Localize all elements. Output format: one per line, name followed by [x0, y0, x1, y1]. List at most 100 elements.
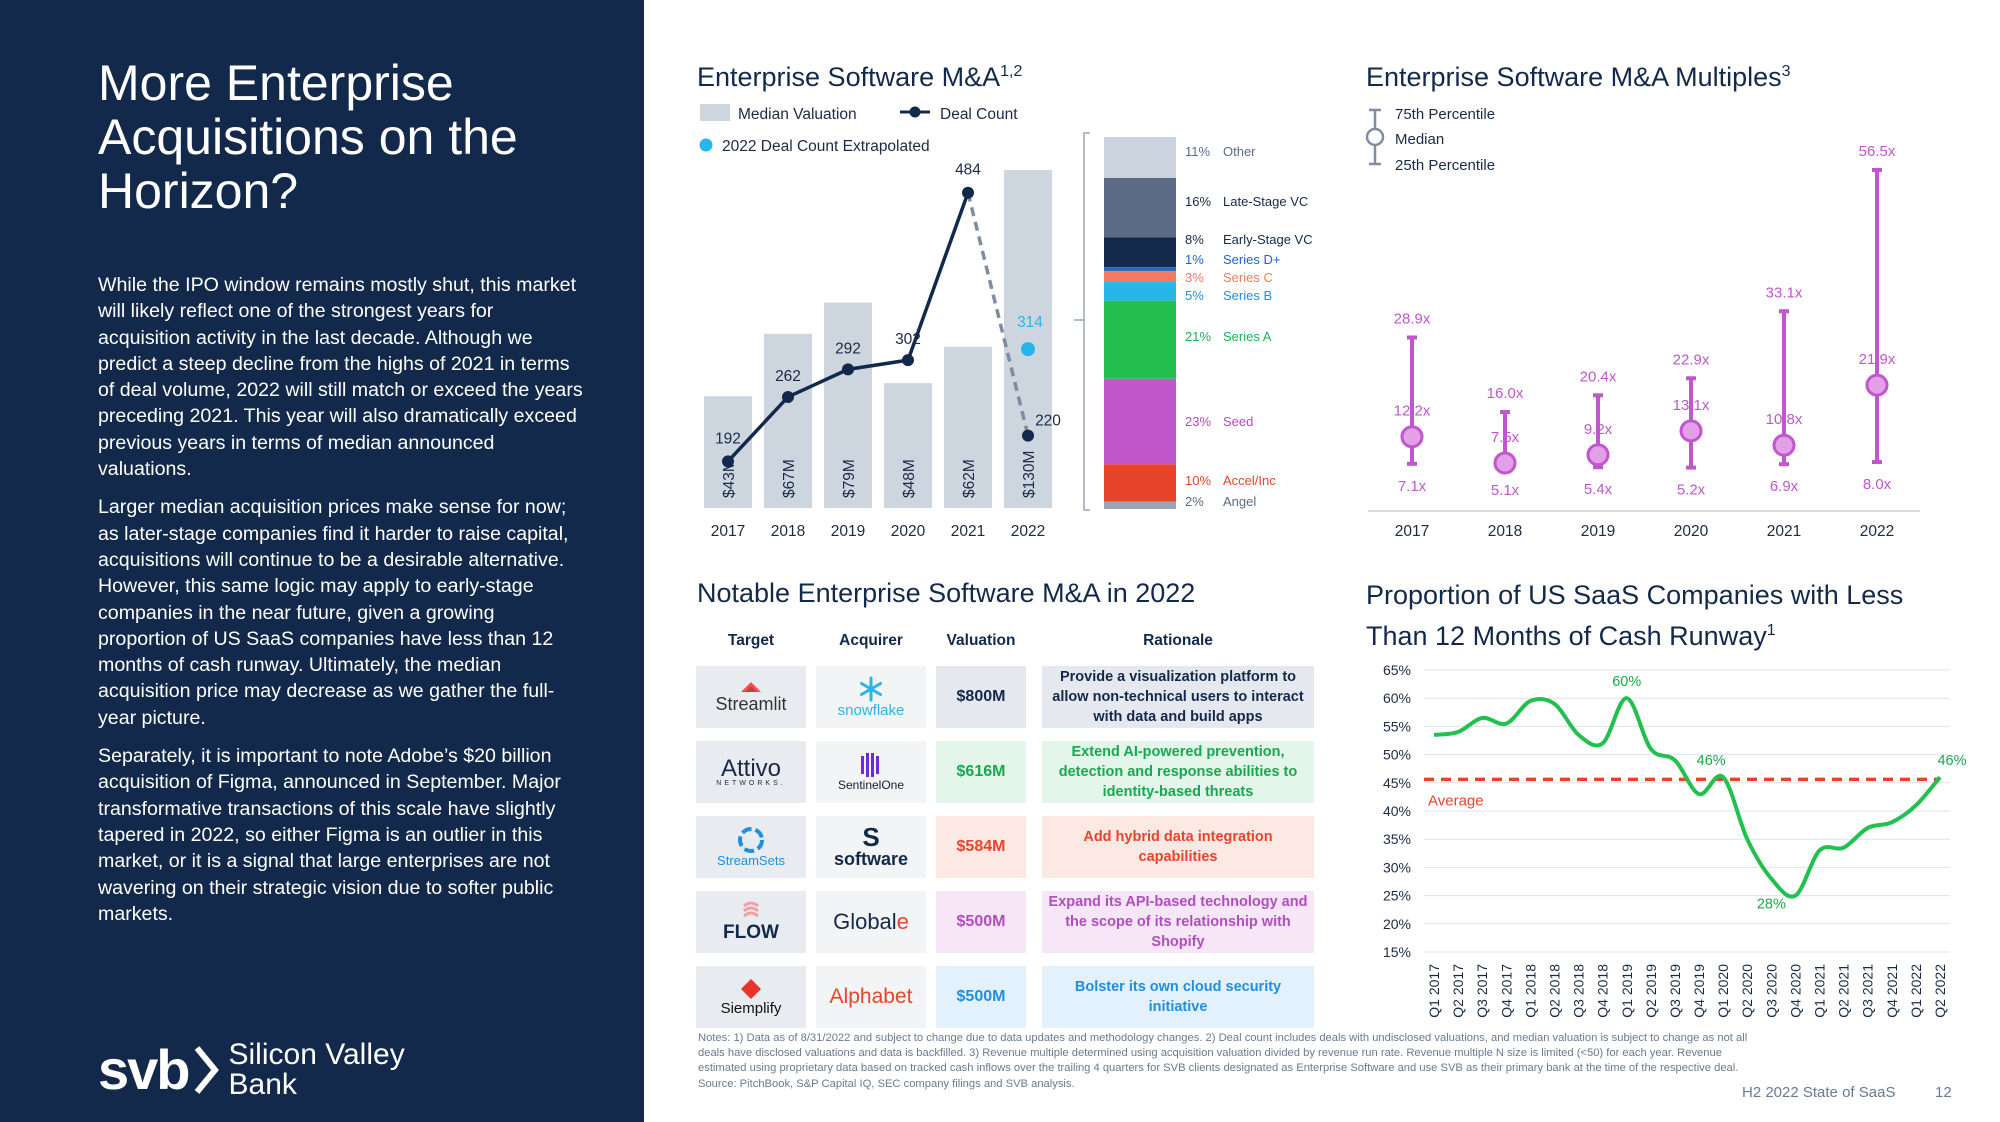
deal-count-label: 192	[715, 430, 741, 447]
deal-count-label: 484	[955, 162, 981, 179]
x-tick-label: Q1 2020	[1715, 964, 1731, 1018]
legend-label-deal-count: Deal Count	[940, 106, 1018, 123]
bar-median-valuation	[764, 333, 812, 508]
p25-label: 5.2x	[1677, 482, 1706, 499]
bar-median-valuation	[824, 302, 872, 508]
bar-median-valuation	[884, 383, 932, 508]
bar-value-label: $130M	[1021, 451, 1038, 498]
deal-row: Streamlit snowflake $800M Provide a visu…	[696, 666, 1316, 728]
stack-segment	[1104, 282, 1176, 301]
p75-label: 20.4x	[1580, 368, 1617, 385]
p75-label: 33.1x	[1766, 284, 1803, 301]
col-header-acquirer: Acquirer	[839, 632, 903, 649]
deal-count-point	[842, 363, 854, 376]
stack-pct-label: 8%	[1185, 232, 1204, 247]
x-tick-label: Q2 2020	[1739, 964, 1755, 1018]
deal-rationale: Extend AI-powered prevention, detection …	[1042, 741, 1314, 803]
stack-pct-label: 23%	[1185, 414, 1211, 429]
x-tick-label: 2019	[831, 523, 865, 540]
x-tick-label: 2017	[711, 523, 745, 540]
legend-median-label: Median	[1395, 131, 1444, 148]
notes-text: Notes: 1) Data as of 8/31/2022 and subje…	[698, 1032, 1748, 1075]
y-tick-label: 40%	[1383, 803, 1411, 819]
runway-point-label: 28%	[1757, 897, 1786, 913]
stack-pct-label: 2%	[1185, 494, 1204, 509]
target-logo: StreamSets	[696, 816, 806, 878]
runway-title-line-1: Proportion of US SaaS Companies with Les…	[1366, 580, 1904, 610]
runway-point-label: 60%	[1612, 674, 1641, 690]
x-tick-label: Q2 2018	[1546, 964, 1562, 1018]
bar-value-label: $67M	[781, 459, 798, 498]
legend-label-median-valuation: Median Valuation	[738, 106, 857, 123]
x-tick-label: Q3 2021	[1860, 964, 1876, 1018]
x-tick-label: Q1 2022	[1908, 964, 1924, 1018]
x-tick-label: Q3 2018	[1571, 964, 1587, 1018]
x-tick-label: Q4 2018	[1595, 964, 1611, 1018]
left-panel: More Enterprise Acquisitions on the Hori…	[0, 0, 644, 1122]
runway-title-line-2-wrap: Than 12 Months of Cash Runway1	[1366, 613, 1903, 654]
stack-name-label: Other	[1223, 144, 1256, 159]
deal-valuation: $500M	[936, 966, 1026, 1028]
bar-median-valuation	[704, 396, 752, 508]
stack-name-label: Accel/Inc	[1223, 473, 1276, 488]
y-tick-label: 55%	[1383, 718, 1411, 734]
deal-row: Attivo NETWORKS. SentinelOne $616M Extend…	[696, 741, 1316, 803]
deal-rationale: Bolster its own cloud security initiativ…	[1042, 966, 1314, 1028]
bar-median-valuation	[1004, 170, 1052, 508]
acquirer-logo: SentinelOne	[816, 741, 926, 803]
deal-rationale: Add hybrid data integration capabilities	[1042, 816, 1314, 878]
acquirer-logo: snowflake	[816, 666, 926, 728]
median-label: 13.1x	[1673, 397, 1710, 414]
median-label: 7.5x	[1491, 429, 1520, 446]
y-tick-label: 50%	[1383, 747, 1411, 763]
col-header-valuation: Valuation	[946, 632, 1016, 649]
stack-pct-label: 21%	[1185, 329, 1211, 344]
bar-median-valuation	[944, 346, 992, 508]
legend-marker-deal-count	[909, 106, 921, 118]
x-tick-label: Q1 2021	[1812, 964, 1828, 1018]
extrapolated-point	[1021, 342, 1035, 357]
deal-count-point	[1022, 429, 1034, 442]
chevron-logo-icon	[194, 1046, 219, 1094]
bar-value-label: $79M	[841, 459, 858, 498]
deal-rationale: Provide a visualization platform to allo…	[1042, 666, 1314, 728]
deal-valuation: $584M	[936, 816, 1026, 878]
paragraph-1: While the IPO window remains mostly shut…	[98, 274, 583, 481]
source-text: Source: PitchBook, S&P Capital IQ, SEC c…	[698, 1077, 1075, 1090]
x-tick-label: Q4 2021	[1884, 964, 1900, 1018]
median-marker	[1493, 451, 1517, 475]
x-tick-label: Q2 2021	[1836, 964, 1852, 1018]
multiples-chart-title: Enterprise Software M&A Multiples3	[1366, 62, 1791, 93]
stack-pct-label: 11%	[1185, 144, 1210, 159]
ma-chart-title-sup: 1,2	[1000, 63, 1023, 80]
page-title: More Enterprise Acquisitions on the Hori…	[98, 55, 518, 219]
deal-valuation: $500M	[936, 891, 1026, 953]
stack-segment	[1104, 237, 1176, 268]
streamlit-logo-icon	[741, 681, 761, 692]
x-tick-label: Q3 2017	[1474, 964, 1490, 1018]
p25-label: 5.1x	[1491, 482, 1520, 499]
y-tick-label: 20%	[1383, 916, 1411, 932]
x-tick-label: Q2 2022	[1932, 964, 1948, 1018]
x-tick-label: 2020	[1674, 523, 1709, 540]
stack-segment	[1104, 378, 1176, 465]
target-logo: Siemplify	[696, 966, 806, 1028]
stack-pct-label: 1%	[1185, 252, 1204, 267]
page-number: 12	[1935, 1084, 1952, 1101]
x-tick-label: 2018	[1488, 523, 1522, 540]
deal-row: FLOW Globale $500M Expand its API-based …	[696, 891, 1316, 953]
flow-logo-icon	[743, 901, 759, 918]
stack-pct-label: 3%	[1185, 270, 1204, 285]
stack-name-label: Early-Stage VC	[1223, 232, 1313, 247]
p75-label: 16.0x	[1487, 385, 1524, 402]
bar-value-label: $43M	[721, 459, 738, 498]
paragraph-2: Larger median acquisition prices make se…	[98, 496, 569, 729]
x-tick-label: Q1 2018	[1522, 964, 1538, 1018]
stack-segment	[1104, 137, 1176, 178]
deal-count-point	[722, 455, 734, 468]
x-tick-label: 2017	[1395, 523, 1429, 540]
deal-count-point	[902, 354, 914, 367]
deal-count-label: 302	[895, 331, 921, 348]
footnotes: Notes: 1) Data as of 8/31/2022 and subje…	[698, 1031, 1748, 1092]
